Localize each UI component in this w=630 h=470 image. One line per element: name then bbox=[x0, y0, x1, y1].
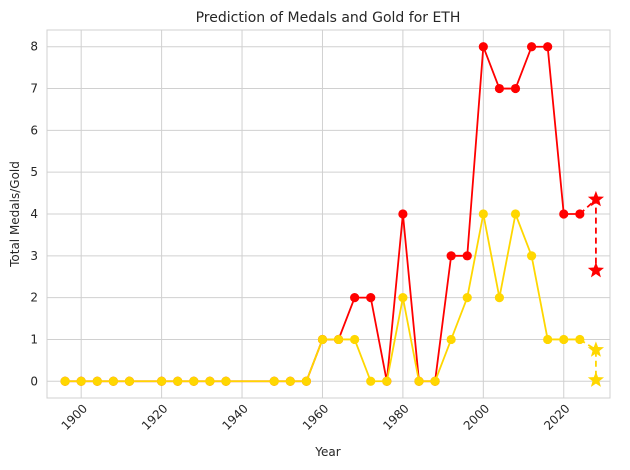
data-point bbox=[350, 334, 360, 345]
data-point bbox=[173, 376, 183, 386]
data-point bbox=[350, 293, 360, 303]
prediction-marker bbox=[587, 261, 605, 278]
prediction-marker bbox=[587, 190, 605, 207]
data-point bbox=[366, 293, 376, 303]
data-point bbox=[157, 376, 167, 386]
x-tick-label: 2000 bbox=[461, 401, 492, 432]
data-point bbox=[414, 376, 424, 386]
prediction-marker bbox=[587, 371, 605, 387]
series-layer bbox=[60, 42, 605, 387]
x-tick-label: 1940 bbox=[219, 401, 250, 432]
data-point bbox=[60, 376, 70, 386]
y-tick-label: 3 bbox=[30, 249, 38, 263]
data-point bbox=[494, 83, 505, 94]
x-axis-label: Year bbox=[314, 445, 340, 459]
data-point bbox=[510, 83, 521, 94]
data-point bbox=[317, 334, 328, 345]
data-point bbox=[189, 376, 199, 386]
data-point bbox=[301, 376, 311, 386]
data-point bbox=[462, 251, 472, 261]
x-tick-label: 1900 bbox=[59, 401, 90, 432]
y-tick-label: 4 bbox=[30, 207, 38, 221]
y-tick-label: 1 bbox=[30, 332, 38, 346]
data-point bbox=[221, 376, 231, 386]
data-point bbox=[333, 334, 344, 345]
prediction-marker bbox=[587, 341, 605, 357]
data-point bbox=[366, 376, 376, 386]
y-tick-label: 6 bbox=[30, 123, 38, 137]
data-point bbox=[205, 376, 215, 386]
y-axis-ticks: 0 1 2 3 4 5 6 7 8 bbox=[30, 40, 38, 389]
x-tick-label: 1920 bbox=[139, 401, 170, 432]
series-line bbox=[65, 210, 580, 383]
data-point bbox=[398, 293, 408, 303]
y-tick-label: 8 bbox=[30, 40, 38, 54]
data-point bbox=[285, 376, 295, 386]
data-point bbox=[76, 376, 86, 386]
data-point bbox=[510, 209, 521, 219]
data-point bbox=[575, 209, 585, 219]
data-point bbox=[575, 334, 585, 345]
y-tick-label: 7 bbox=[30, 82, 38, 96]
data-point bbox=[462, 293, 472, 303]
data-point bbox=[526, 251, 537, 261]
y-tick-label: 5 bbox=[30, 165, 38, 179]
y-tick-label: 2 bbox=[30, 291, 38, 305]
data-point bbox=[446, 251, 456, 261]
data-point bbox=[398, 209, 408, 219]
x-tick-label: 1960 bbox=[300, 401, 331, 432]
data-point bbox=[269, 376, 279, 386]
x-axis-ticks: 1900 1920 1940 1960 1980 2000 2020 bbox=[59, 401, 573, 432]
x-tick-label: 1980 bbox=[380, 401, 411, 432]
chart-title: Prediction of Medals and Gold for ETH bbox=[196, 10, 461, 26]
y-axis-label: Total Medals/Gold bbox=[8, 161, 22, 268]
data-point bbox=[559, 209, 569, 219]
y-tick-label: 0 bbox=[30, 374, 38, 388]
data-point bbox=[559, 334, 569, 345]
series-1 bbox=[60, 209, 605, 387]
data-point bbox=[526, 42, 537, 52]
data-point bbox=[543, 42, 553, 52]
data-point bbox=[478, 209, 488, 219]
data-point bbox=[430, 376, 440, 386]
data-point bbox=[478, 42, 488, 52]
data-point bbox=[382, 376, 392, 386]
x-tick-label: 2020 bbox=[541, 401, 572, 432]
data-point bbox=[543, 334, 553, 345]
data-point bbox=[446, 334, 456, 345]
data-point bbox=[124, 376, 135, 386]
data-point bbox=[92, 376, 102, 386]
data-point bbox=[108, 376, 118, 386]
data-point bbox=[494, 293, 505, 303]
